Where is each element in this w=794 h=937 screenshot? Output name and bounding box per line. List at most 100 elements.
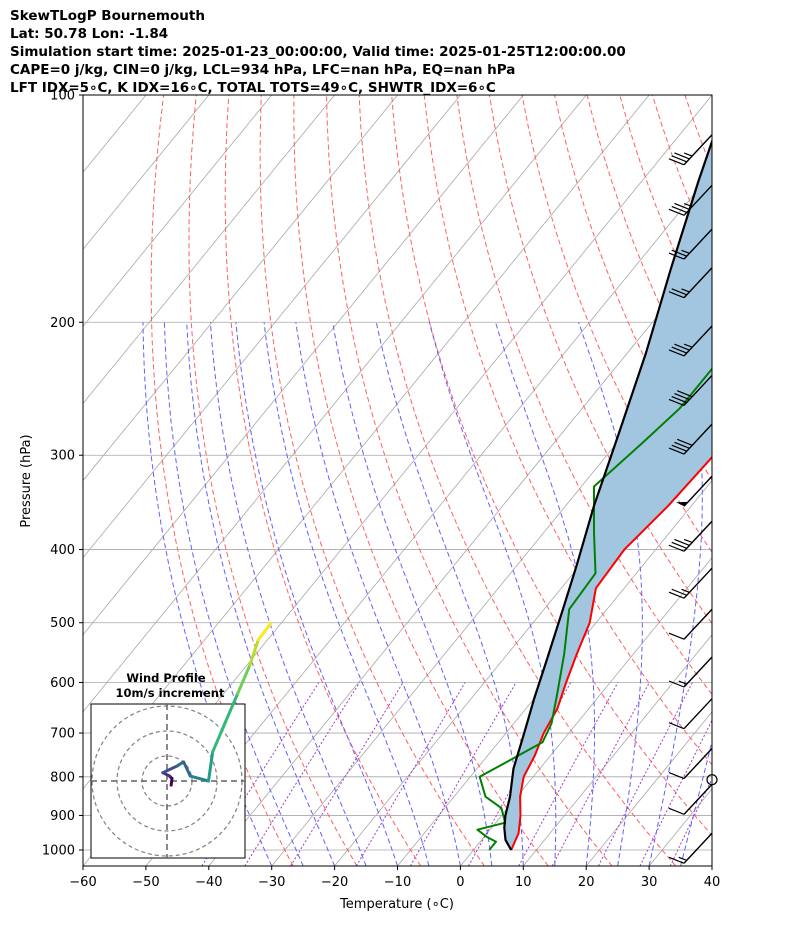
barb-half bbox=[678, 680, 687, 685]
barb-full bbox=[668, 398, 685, 407]
barb-full bbox=[668, 856, 685, 864]
wind-barbs bbox=[668, 134, 718, 864]
barb-staff bbox=[683, 475, 713, 507]
barb-full bbox=[674, 441, 690, 449]
mixing-ratio-line bbox=[355, 682, 466, 866]
barb-full bbox=[671, 249, 687, 257]
barb-staff bbox=[683, 267, 713, 299]
y-tick-label: 200 bbox=[50, 316, 75, 331]
y-axis-label: Pressure (hPa) bbox=[19, 434, 34, 527]
dry-adiabat-line bbox=[750, 95, 794, 866]
wind-barb bbox=[668, 134, 713, 166]
mixing-ratio-line bbox=[290, 682, 404, 866]
x-tick-label: −60 bbox=[69, 875, 96, 890]
barb-full bbox=[668, 722, 685, 730]
background-lines bbox=[83, 95, 794, 866]
y-tick-label: 100 bbox=[50, 89, 75, 104]
barb-full bbox=[671, 541, 687, 549]
moist-adiabat-line bbox=[375, 322, 524, 866]
barb-staff bbox=[683, 134, 713, 166]
x-tick-label: 20 bbox=[578, 875, 595, 890]
isotherm-line bbox=[83, 95, 336, 405]
dewpoint-line bbox=[476, 367, 712, 851]
temperature-line bbox=[510, 455, 712, 851]
moist-adiabat-line bbox=[428, 322, 557, 866]
barb-full bbox=[671, 395, 687, 404]
dry-adiabat-line bbox=[326, 95, 613, 866]
isotherm-line bbox=[711, 865, 712, 866]
hodograph-segment bbox=[211, 721, 227, 754]
isotherm-line bbox=[83, 95, 210, 250]
isotherm-line bbox=[522, 634, 712, 866]
barb-full bbox=[676, 390, 693, 398]
wind-barb bbox=[668, 267, 713, 299]
barb-staff bbox=[683, 698, 713, 730]
isotherm-line bbox=[145, 171, 712, 866]
chart-title: SkewTLogP Bournemouth bbox=[10, 8, 205, 24]
dry-adiabat-line bbox=[391, 95, 712, 837]
parcel-line bbox=[503, 138, 712, 851]
x-tick-label: −10 bbox=[384, 875, 411, 890]
barb-full bbox=[668, 807, 685, 815]
dry-adiabat-line bbox=[150, 95, 294, 866]
isotherm-line bbox=[83, 95, 524, 636]
x-tick-label: −50 bbox=[132, 875, 159, 890]
y-tick-label: 1000 bbox=[42, 844, 75, 859]
mixing-ratio-line bbox=[518, 682, 619, 866]
wind-barb bbox=[676, 475, 713, 507]
barb-full bbox=[674, 393, 690, 401]
hodograph-segment bbox=[248, 638, 260, 667]
wind-barb bbox=[668, 608, 713, 640]
wind-barb bbox=[668, 698, 713, 730]
isotherm-line bbox=[397, 479, 712, 866]
hodograph-segment bbox=[182, 760, 192, 778]
barb-full bbox=[668, 208, 685, 216]
mixing-ratio-line bbox=[551, 682, 650, 866]
barb-half bbox=[683, 538, 693, 544]
cape-cin-shade bbox=[504, 141, 712, 850]
wind-barb bbox=[668, 748, 713, 780]
dry-adiabat-line bbox=[521, 95, 712, 554]
x-tick-label: 30 bbox=[641, 875, 658, 890]
barb-full bbox=[668, 349, 685, 357]
barb-full bbox=[671, 588, 687, 596]
barb-full bbox=[668, 632, 685, 640]
barb-full bbox=[668, 771, 685, 780]
barb-half bbox=[681, 288, 690, 293]
barb-full bbox=[671, 288, 687, 296]
barb-half bbox=[678, 856, 687, 861]
chart-header: SkewTLogP Bournemouth Lat: 50.78 Lon: -1… bbox=[10, 7, 626, 97]
moist-adiabat-line bbox=[295, 322, 461, 866]
inset-subtitle: 10m/s increment bbox=[116, 686, 225, 700]
isotherm-line bbox=[83, 95, 587, 713]
moist-adiabat-line bbox=[186, 322, 336, 866]
stability-indices: LFT IDX=5∘C, K IDX=16∘C, TOTAL TOTS=49∘C… bbox=[10, 80, 496, 96]
mixing-ratio-line bbox=[409, 682, 517, 866]
mixing-ratio-line bbox=[639, 719, 712, 866]
wind-barb bbox=[668, 228, 713, 260]
barb-full bbox=[668, 447, 685, 455]
hodograph-segment bbox=[161, 764, 179, 775]
wind-barb bbox=[668, 783, 713, 815]
wind-barb bbox=[668, 832, 713, 864]
hodograph-segment bbox=[236, 663, 252, 696]
barb-full bbox=[668, 252, 685, 260]
barb-staff bbox=[683, 228, 713, 260]
isotherm-line bbox=[334, 402, 712, 866]
barb-staff bbox=[683, 567, 713, 599]
dry-adiabat-line bbox=[224, 95, 422, 866]
station-coordinates: Lat: 50.78 Lon: -1.84 bbox=[10, 26, 169, 42]
isotherm-line bbox=[83, 95, 461, 559]
barb-full bbox=[668, 680, 685, 688]
isotherm-line bbox=[460, 557, 712, 866]
barb-staff bbox=[683, 656, 713, 688]
barb-full bbox=[671, 444, 687, 452]
wind-barb bbox=[668, 423, 713, 455]
sounding-traces bbox=[476, 138, 712, 851]
y-tick-label: 500 bbox=[50, 616, 75, 631]
barb-full bbox=[671, 155, 687, 163]
hodograph-segment bbox=[207, 750, 215, 783]
hodograph-segment bbox=[256, 621, 273, 642]
dry-adiabat-line bbox=[783, 95, 794, 866]
